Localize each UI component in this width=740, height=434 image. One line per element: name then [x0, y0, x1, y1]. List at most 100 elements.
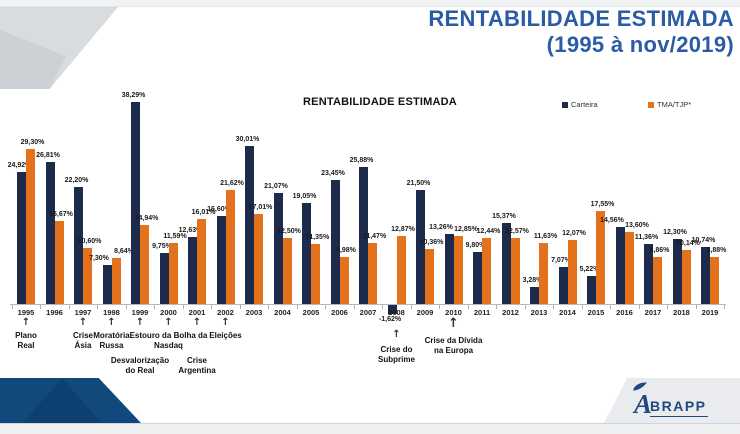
bar-tma-tjp-2000	[168, 242, 178, 304]
bar-label-carteira-2006: 23,45%	[321, 170, 345, 178]
bar-label-tma-tjp-2009: 10,36%	[419, 239, 444, 247]
x-axis-tick	[553, 305, 555, 309]
annotation-arrow-2001: ↑	[192, 317, 202, 328]
x-axis-tick	[410, 305, 412, 309]
bar-label-tma-tjp-2000: 11,59%	[163, 232, 187, 240]
x-axis-tick	[382, 305, 384, 309]
bar-label-tma-tjp-2005: 11,35%	[305, 234, 330, 242]
bar-carteira-2013	[530, 286, 539, 304]
bar-tma-tjp-1997	[83, 248, 92, 304]
bar-tma-tjp-1995	[26, 149, 35, 304]
x-axis-tick	[182, 305, 184, 309]
bar-carteira-2016	[615, 227, 625, 304]
bar-tma-tjp-2019	[710, 257, 719, 304]
bar-tma-tjp-2001	[197, 219, 206, 304]
annotation-arrow-2010: ↑	[448, 316, 459, 331]
x-label-2006: 2006	[331, 308, 348, 317]
bar-label-carteira-2001: 12,63%	[178, 227, 203, 235]
annotation-text-2010: Crise da Dívida na Europa	[424, 336, 483, 355]
bar-label-carteira-2010: 13,26%	[429, 223, 453, 231]
bar-label-carteira-2008: -1,62%	[378, 315, 402, 323]
bar-label-carteira-2013: 3,28%	[522, 276, 543, 284]
x-axis-tick	[638, 305, 640, 309]
bar-label-carteira-2014: 7,07%	[551, 256, 571, 264]
bar-carteira-2006	[330, 180, 340, 304]
x-label-1998: 1998	[103, 308, 120, 317]
x-axis-tick	[125, 305, 127, 309]
bar-label-carteira-2015: 5,22%	[579, 266, 600, 274]
bottom-strip-decoration	[0, 423, 740, 434]
bar-label-carteira-1996: 26,81%	[36, 152, 60, 160]
carteira-legend-label: Carteira	[571, 100, 598, 109]
bar-label-tma-tjp-2014: 12,07%	[562, 230, 586, 238]
logo-letter-a: A	[634, 389, 653, 419]
x-axis-tick	[11, 305, 13, 309]
bar-label-tma-tjp-2008: 12,87%	[391, 226, 415, 234]
x-label-2010: 2010	[445, 308, 462, 317]
x-label-2018: 2018	[673, 308, 690, 317]
x-axis-tick	[581, 305, 583, 309]
bar-label-tma-tjp-2011: 12,44%	[476, 228, 501, 236]
bar-label-tma-tjp-2016: 13,60%	[625, 222, 649, 230]
x-axis-tick	[211, 305, 213, 309]
bar-carteira-2018	[672, 239, 682, 304]
bar-label-tma-tjp-2002: 21,62%	[220, 179, 244, 187]
bar-tma-tjp-2008	[396, 236, 406, 304]
bar-label-tma-tjp-2004: 12,50%	[277, 228, 301, 235]
legend-item-carteira: Carteira	[562, 100, 598, 109]
x-label-2007: 2007	[359, 308, 377, 317]
bar-label-carteira-1998: 7,30%	[89, 255, 109, 263]
bar-tma-tjp-2010	[453, 236, 463, 304]
bar-label-tma-tjp-1999: 14,94%	[134, 215, 159, 223]
bar-tma-tjp-2002	[225, 189, 235, 304]
slide-title-line2: (1995 à nov/2019)	[546, 31, 734, 57]
bar-tma-tjp-2018	[681, 250, 691, 304]
leaf-icon	[633, 382, 647, 391]
tma-tjp-legend-swatch	[648, 101, 654, 108]
annotation-text-1997: Crise Ásia	[72, 331, 93, 350]
bar-label-carteira-2009: 21,50%	[406, 180, 431, 188]
x-label-2016: 2016	[616, 308, 633, 317]
bar-label-tma-tjp-2017: 8,86%	[649, 247, 670, 255]
x-axis-tick	[496, 305, 498, 309]
bar-carteira-1995	[17, 172, 26, 304]
bar-label-carteira-2005: 19,05%	[292, 193, 317, 201]
x-axis-tick	[239, 305, 241, 309]
x-label-2013: 2013	[530, 308, 548, 317]
slide-title: RENTABILIDADE ESTIMADA (1995 à nov/2019)	[314, 6, 734, 58]
logo-letters-brapp: BRAPP	[650, 398, 708, 417]
x-label-1997: 1997	[74, 308, 92, 317]
bar-label-tma-tjp-2012: 12,57%	[505, 227, 529, 235]
bar-label-tma-tjp-1996: 15,67%	[49, 211, 73, 219]
x-label-1999: 1999	[131, 308, 149, 317]
bar-carteira-2004	[273, 192, 283, 304]
annotation-text-2008: Crise do Subprime	[378, 345, 415, 364]
bar-label-tma-tjp-2006: 8,98%	[336, 246, 356, 254]
bar-carteira-2010	[444, 233, 454, 304]
annotation-arrow-2000: ↑	[164, 317, 173, 328]
bar-label-tma-tjp-2018: 10,14%	[676, 240, 700, 248]
x-label-2015: 2015	[587, 308, 605, 317]
slide-title-line1: RENTABILIDADE ESTIMADA	[428, 6, 734, 31]
x-axis-tick	[40, 305, 42, 309]
annotation-text-1999: Desvalorização do Real	[110, 356, 170, 375]
bar-label-tma-tjp-2013: 11,63%	[533, 232, 558, 240]
bar-label-carteira-2012: 15,37%	[492, 212, 516, 220]
x-axis-tick	[268, 305, 270, 309]
bar-tma-tjp-2011	[482, 238, 491, 304]
x-label-2008: 2008	[388, 308, 405, 317]
x-label-2002: 2002	[217, 308, 234, 317]
bar-label-carteira-1997: 22,20%	[64, 176, 89, 184]
bar-label-tma-tjp-2007: 11,47%	[362, 233, 387, 241]
bar-label-tma-tjp-1995: 29,30%	[20, 139, 45, 147]
bar-tma-tjp-2015	[596, 211, 605, 304]
bar-carteira-2002	[216, 216, 226, 304]
bar-carteira-2019	[701, 247, 710, 304]
bar-label-carteira-2007: 25,88%	[349, 157, 374, 165]
bar-label-tma-tjp-2003: 17,01%	[248, 204, 273, 212]
bar-tma-tjp-2009	[425, 249, 434, 304]
x-axis-tick	[439, 305, 441, 309]
bar-carteira-2003	[245, 145, 254, 304]
annotation-arrow-2008: ↑	[392, 329, 401, 340]
